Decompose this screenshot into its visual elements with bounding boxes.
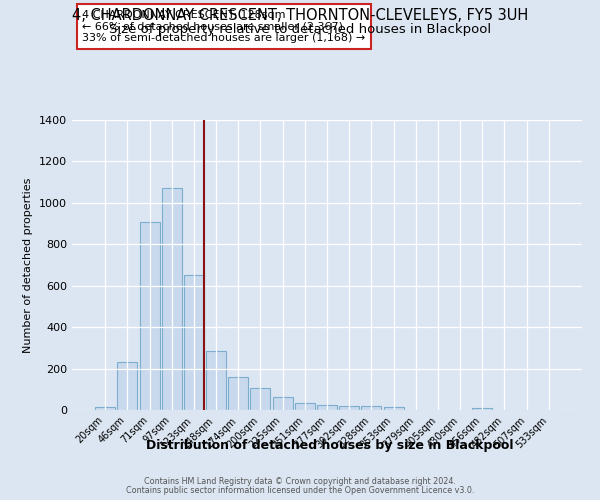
Bar [140, 222, 160, 410]
Y-axis label: Number of detached properties: Number of detached properties [23, 178, 34, 352]
Bar [162, 188, 182, 410]
Bar [472, 408, 492, 410]
Text: Distribution of detached houses by size in Blackpool: Distribution of detached houses by size … [146, 438, 514, 452]
Bar [317, 405, 337, 410]
Text: Size of property relative to detached houses in Blackpool: Size of property relative to detached ho… [109, 22, 491, 36]
Bar [250, 388, 271, 410]
Text: 4, CHARDONNAY CRESCENT, THORNTON-CLEVELEYS, FY5 3UH: 4, CHARDONNAY CRESCENT, THORNTON-CLEVELE… [72, 8, 528, 22]
Bar [272, 396, 293, 410]
Bar [383, 407, 404, 410]
Text: Contains HM Land Registry data © Crown copyright and database right 2024.: Contains HM Land Registry data © Crown c… [144, 478, 456, 486]
Bar [118, 362, 137, 410]
Bar [184, 276, 204, 410]
Bar [361, 406, 382, 410]
Bar [339, 406, 359, 410]
Text: 4 CHARDONNAY CRESCENT: 128sqm
← 66% of detached houses are smaller (2,367)
33% o: 4 CHARDONNAY CRESCENT: 128sqm ← 66% of d… [82, 10, 365, 43]
Bar [95, 407, 115, 410]
Bar [206, 351, 226, 410]
Text: Contains public sector information licensed under the Open Government Licence v3: Contains public sector information licen… [126, 486, 474, 495]
Bar [295, 403, 315, 410]
Bar [228, 378, 248, 410]
